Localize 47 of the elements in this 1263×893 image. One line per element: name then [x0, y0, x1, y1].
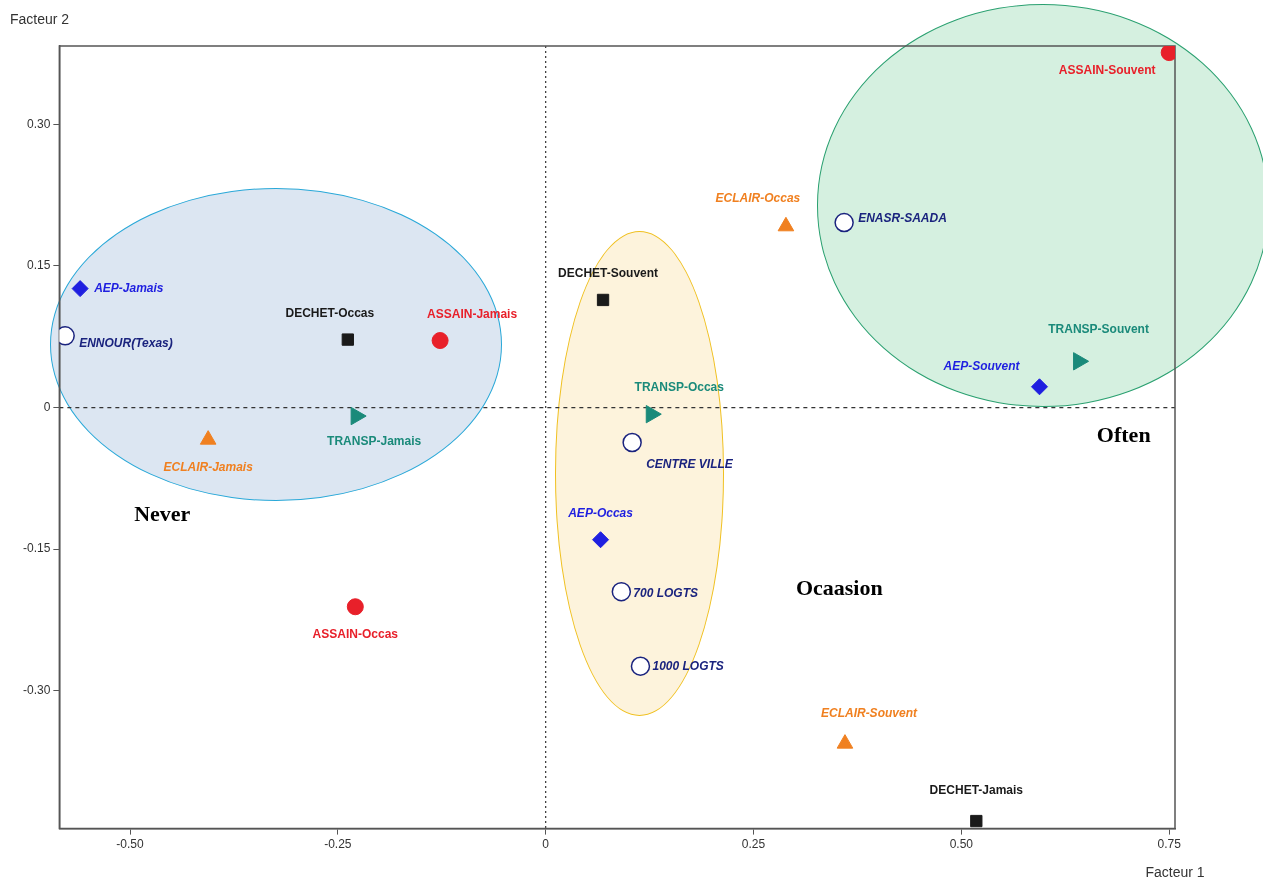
data-label: TRANSP-Occas [634, 380, 725, 395]
data-label: AEP-Souvent [942, 359, 1021, 374]
point [834, 212, 854, 233]
point [346, 598, 364, 616]
point [431, 332, 449, 350]
x-tick-label: 0 [542, 837, 550, 852]
data-label: ECLAIR-Jamais [163, 459, 254, 474]
point [592, 531, 610, 549]
annotation: Often [1096, 421, 1151, 447]
annotation: Ocaasion [795, 575, 883, 601]
data-label: AEP-Occas [567, 506, 634, 521]
point [596, 293, 610, 307]
data-label: TRANSP-Jamais [327, 434, 422, 449]
x-tick-label: 0.25 [741, 837, 766, 852]
y-tick-label: 0.15 [26, 258, 51, 273]
y-tick-label: -0.30 [22, 683, 51, 698]
x-axis-title: Facteur 1 [1145, 863, 1205, 880]
data-label: ECLAIR-Occas [715, 190, 801, 205]
data-label: DECHET-Souvent [558, 266, 659, 281]
data-label: DECHET-Occas [285, 305, 375, 320]
y-tick-label: 0 [43, 399, 51, 414]
x-tick-label: 0.75 [1157, 837, 1182, 852]
data-label: ASSAIN-Jamais [427, 306, 518, 321]
point [622, 432, 642, 453]
data-label: ASSAIN-Occas [312, 627, 399, 642]
data-label: DECHET-Jamais [929, 783, 1024, 798]
point [836, 734, 854, 749]
y-tick-label: -0.15 [22, 541, 51, 556]
data-label: ASSAIN-Souvent [1058, 62, 1156, 77]
x-tick-label: -0.50 [116, 837, 145, 852]
point [1030, 378, 1048, 396]
annotation: ENNOUR(Texas) [79, 336, 173, 351]
point [611, 581, 632, 602]
point [970, 814, 983, 828]
data-label: ECLAIR-Souvent [820, 705, 918, 720]
point [630, 656, 651, 676]
annotation: Never [134, 500, 191, 526]
x-tick-label: -0.25 [324, 837, 352, 852]
point [341, 333, 354, 346]
annotation: 700 LOGTS [633, 585, 699, 600]
point [71, 280, 89, 298]
annotation: ENASR-SAADA [858, 210, 947, 225]
y-tick-label: 0.30 [26, 116, 51, 131]
data-label: AEP-Jamais [93, 280, 164, 295]
x-tick-label: 0.50 [949, 837, 974, 852]
y-axis-title: Facteur 2 [10, 11, 70, 27]
data-label: TRANSP-Souvent [1048, 321, 1149, 336]
